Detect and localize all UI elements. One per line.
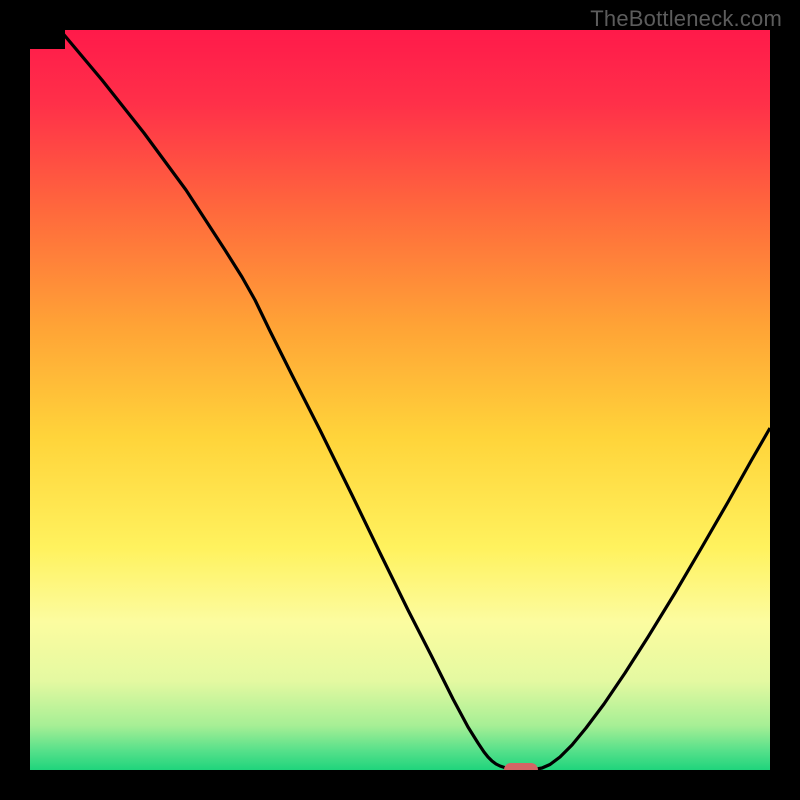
y-intercept-tick — [29, 29, 65, 49]
frame-left — [0, 0, 30, 800]
watermark-text: TheBottleneck.com — [590, 6, 782, 32]
chart-container: TheBottleneck.com — [0, 0, 800, 800]
frame-bottom — [0, 770, 800, 800]
frame-right — [770, 0, 800, 800]
bottleneck-chart — [0, 0, 800, 800]
plot-background — [30, 30, 770, 770]
